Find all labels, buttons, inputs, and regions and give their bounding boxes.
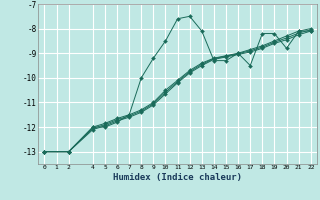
- X-axis label: Humidex (Indice chaleur): Humidex (Indice chaleur): [113, 173, 242, 182]
